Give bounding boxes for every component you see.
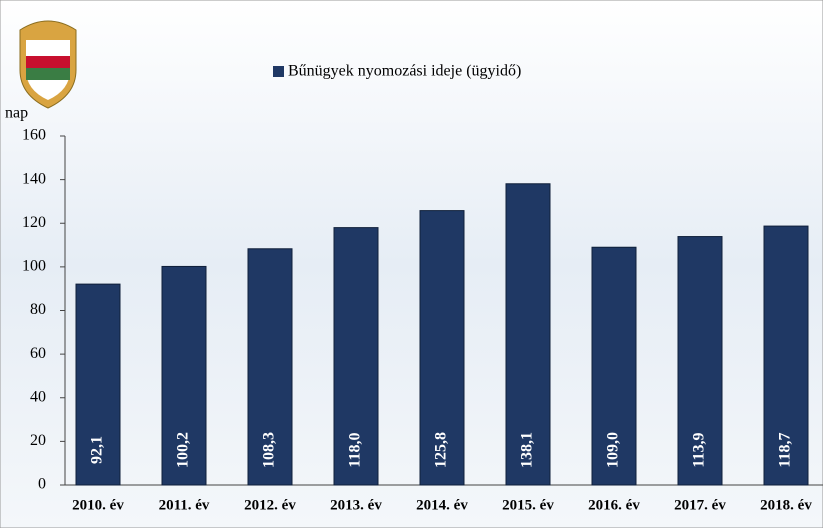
value-label: 100,2 <box>175 432 192 468</box>
x-tick-label: 2012. év <box>244 497 296 513</box>
value-label: 138,1 <box>519 432 536 468</box>
x-tick-label: 2011. év <box>159 497 210 513</box>
y-tick-label: 80 <box>30 301 46 318</box>
y-tick-label: 160 <box>22 127 46 144</box>
y-tick-label: 60 <box>30 345 46 362</box>
x-tick-label: 2010. év <box>72 497 124 513</box>
x-tick-label: 2014. év <box>416 497 468 513</box>
x-tick-label: 2018. év <box>760 497 812 513</box>
x-tick-label: 2013. év <box>330 497 382 513</box>
value-label: 108,3 <box>261 432 278 468</box>
y-tick-label: 140 <box>22 170 46 187</box>
chart: nap 0 20 40 60 80 100 120 140 160 Bűnügyek nyomoz… <box>0 0 823 528</box>
value-label: 118,7 <box>777 432 794 467</box>
y-tick-label: 20 <box>30 432 46 449</box>
value-label: 109,0 <box>605 432 622 468</box>
y-tick-label: 40 <box>30 388 46 405</box>
value-label: 92,1 <box>89 436 106 464</box>
value-label: 125,8 <box>433 432 450 468</box>
x-tick-label: 2015. év <box>502 497 554 513</box>
y-tick-label: 120 <box>22 214 46 231</box>
legend-label: Bűnügyek nyomozási ideje (ügyidő) <box>288 63 521 80</box>
legend-marker <box>273 66 284 77</box>
value-label: 118,0 <box>347 432 364 467</box>
y-axis-label: nap <box>5 105 28 122</box>
y-tick-label: 100 <box>22 258 46 275</box>
value-label: 113,9 <box>691 432 708 467</box>
y-tick-label: 0 <box>38 476 46 493</box>
x-tick-label: 2016. év <box>588 497 640 513</box>
x-tick-label: 2017. év <box>674 497 726 513</box>
